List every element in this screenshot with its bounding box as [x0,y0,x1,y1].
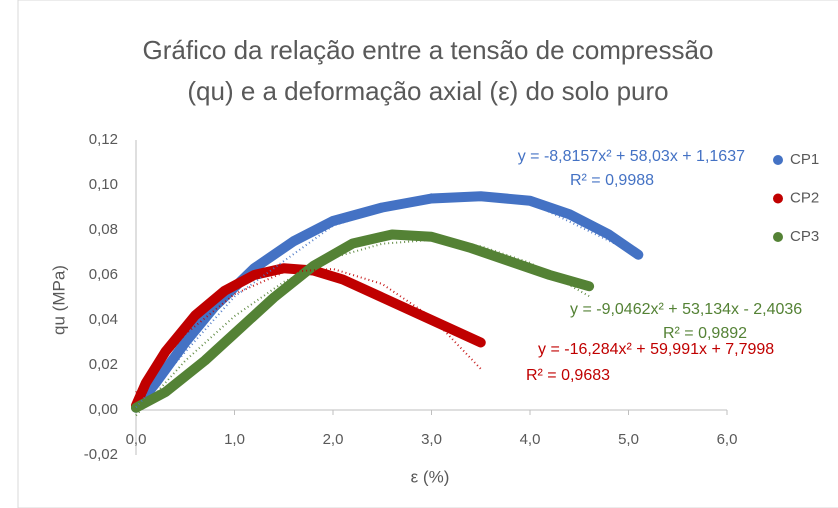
trendline [135,193,639,408]
y-tick-label: 0,12 [89,131,118,148]
data-series [131,191,644,413]
x-tick-label: 2,0 [323,431,344,448]
x-tick-label: 6,0 [717,431,738,448]
trendline [135,267,482,394]
chart-title: (qu) e a deformação axial (ε) do solo pu… [187,76,668,106]
trendline-equation: y = -9,0462x² + 53,134x - 2,4036 [570,301,802,318]
x-tick-label: 5,0 [618,431,639,448]
x-tick-label: 0,0 [126,431,147,448]
trendline-equation: y = -8,8157x² + 58,03x + 1,1637 [518,148,745,165]
y-axis-label: qu (MPa) [49,265,68,335]
y-tick-label: 0,06 [89,266,118,283]
legend-label: CP2 [790,189,819,206]
x-tick-label: 1,0 [224,431,245,448]
trendline-r2: R² = 0,9892 [663,325,747,342]
chart-title: Gráfico da relação entre a tensão de com… [143,35,714,65]
y-tick-label: 0,00 [89,401,118,418]
x-tick-label: 4,0 [520,431,541,448]
y-tick-label: 0,10 [89,176,118,193]
legend-label: CP3 [790,228,819,245]
chart-frame [17,0,838,508]
y-tick-label: -0,02 [84,446,118,463]
x-tick-label: 3,0 [421,431,442,448]
y-tick-label: 0,02 [89,356,118,373]
legend-marker [773,232,783,242]
legend-marker [773,155,783,165]
trendline-r2: R² = 0,9988 [570,172,654,189]
x-axis-label: ε (%) [411,467,450,486]
y-tick-label: 0,08 [89,221,118,238]
trendline-equation: y = -16,284x² + 59,991x + 7,7998 [538,341,774,358]
legend-label: CP1 [790,151,819,168]
y-tick-label: 0,04 [89,311,118,328]
legend-marker [773,193,783,204]
data-series [131,263,486,411]
trendline-r2: R² = 0,9683 [526,367,610,384]
trendline [135,238,590,417]
data-series [131,229,595,413]
